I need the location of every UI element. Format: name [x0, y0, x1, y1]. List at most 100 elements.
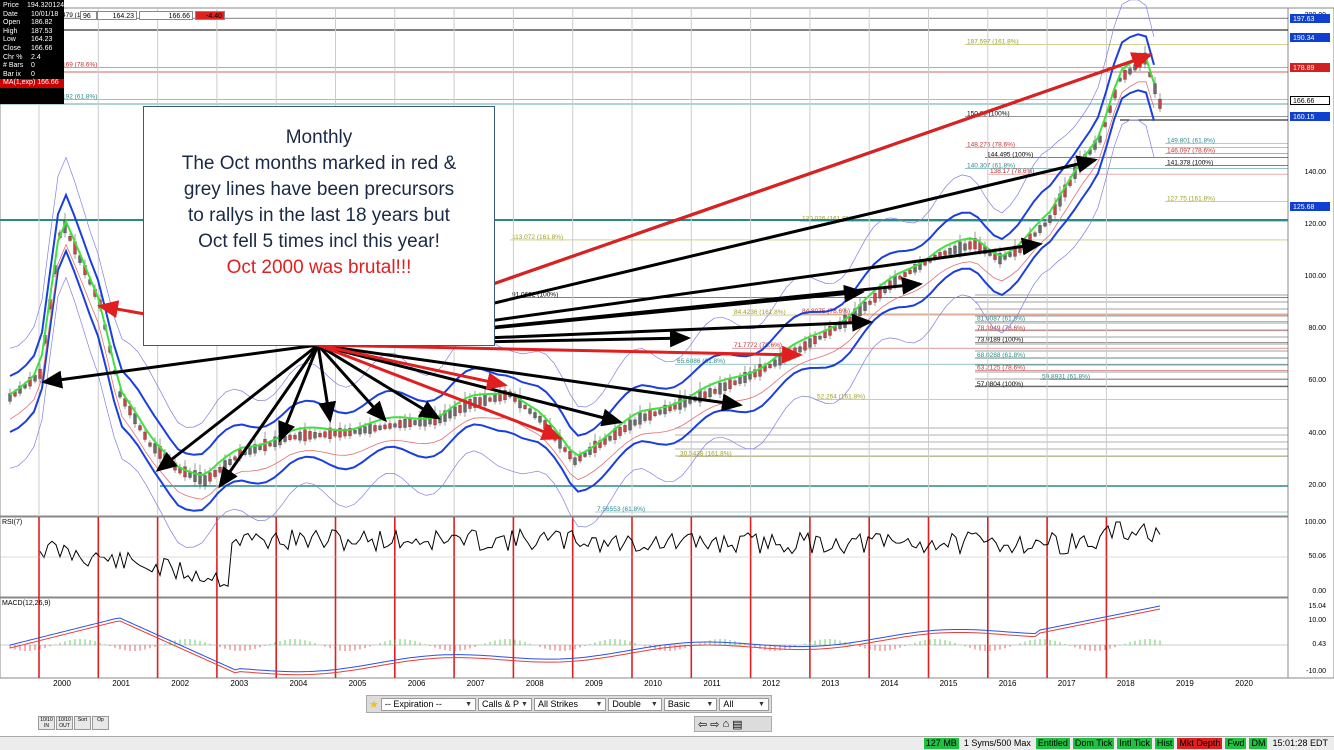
lower-band [9, 89, 1155, 512]
arrow-left-icon[interactable]: ⇦ [698, 718, 708, 731]
candle-body [213, 470, 217, 477]
info-key: Chr % [3, 53, 23, 61]
status-item: 127 MB [923, 738, 959, 749]
star-icon[interactable]: ★ [369, 698, 379, 711]
candle-body [273, 436, 277, 447]
candle-body [1038, 225, 1042, 233]
top-field-2[interactable]: 164.23 [97, 11, 137, 20]
candle-body [1033, 232, 1037, 237]
candle-body [1128, 68, 1132, 75]
candle-body [323, 431, 327, 438]
top-field-3[interactable]: 166.66 [139, 11, 193, 20]
price-tag: 178.89 [1290, 63, 1330, 72]
zoom-out-button[interactable]: 10/10 OUT [56, 716, 73, 730]
candle-body [753, 369, 757, 378]
candle-body [473, 397, 477, 408]
candle-body [958, 241, 962, 254]
price-tag: 160.15 [1290, 112, 1330, 121]
x-tick-label: 2017 [1057, 679, 1076, 688]
sort-button[interactable]: Sort [74, 716, 91, 730]
candle-body [1028, 233, 1032, 244]
candle-body [643, 413, 647, 421]
candle-body [743, 372, 747, 383]
info-value: 166.66 [31, 44, 53, 52]
zoom-in-button[interactable]: 10/10 IN [38, 716, 55, 730]
candle-body [198, 472, 202, 485]
annotation-line-6: Oct 2000 was brutal!!! [226, 257, 412, 278]
x-tick-label: 2003 [230, 679, 249, 688]
rsi-tick-label: 0.00 [1312, 588, 1326, 595]
candle-body [288, 434, 292, 440]
status-item: Hist [1154, 738, 1175, 749]
candle-body [913, 264, 917, 273]
calls-puts-select[interactable]: Calls & P ▼ [478, 697, 532, 711]
fib-label: 146.097 (78.6%) [1167, 147, 1215, 154]
home-icon[interactable]: ⌂ [722, 718, 730, 730]
candle-body [503, 390, 507, 401]
x-tick-label: 2005 [348, 679, 367, 688]
candle-body [583, 452, 587, 457]
top-field-1[interactable]: 96 [80, 11, 97, 20]
info-value: 187.53 [31, 27, 53, 35]
candle-body [233, 456, 237, 461]
candle-body [738, 376, 742, 384]
candle-body [423, 414, 427, 427]
candle-body [868, 300, 872, 305]
candle-body [458, 405, 462, 413]
nav-toolbar: ⇦ ⇨ ⌂ ▤ [694, 716, 772, 732]
x-tick-label: 2004 [289, 679, 308, 688]
candle-body [393, 423, 397, 428]
candle-body [253, 444, 257, 454]
x-tick-label: 2010 [644, 679, 662, 688]
fib-label: 73.9189 (100%) [977, 337, 1023, 344]
black-arrow [317, 343, 743, 412]
candle-body [808, 338, 812, 348]
candle-body [618, 427, 622, 436]
clipboard-icon[interactable]: ▤ [732, 718, 743, 731]
candle-body [903, 272, 907, 277]
candle-body [183, 466, 187, 478]
candle-body [373, 425, 377, 432]
candle-body [448, 409, 452, 419]
strikes-select[interactable]: All Strikes ▼ [533, 697, 607, 711]
expiration-select[interactable]: -- Expiration -- ▼ [380, 697, 477, 711]
info-value: 194.320124 [27, 2, 64, 9]
y-tick-label: 20.00 [1308, 481, 1326, 489]
fib-label: 84.4236 (161.8%) [734, 309, 786, 316]
candle-body [443, 410, 447, 422]
fib-label: 479 (100%) [62, 12, 96, 19]
candle-body [1158, 98, 1162, 109]
info-key: # Bars [3, 62, 24, 70]
macd-tick-label: -10.00 [1306, 668, 1326, 675]
double-select[interactable]: Double ▼ [608, 697, 662, 711]
fib-label: 138.17 (78.6%) [990, 168, 1034, 175]
options-button[interactable]: Op [92, 716, 109, 730]
candle-body [703, 391, 707, 399]
trend-line [9, 56, 1155, 477]
x-tick-label: 2006 [407, 679, 426, 688]
rsi-line [39, 521, 1161, 588]
candle-body [1008, 252, 1012, 257]
basic-select[interactable]: Basic ▼ [663, 697, 718, 711]
x-tick-label: 2011 [703, 679, 721, 688]
candle-body [973, 238, 977, 250]
info-key: Price [3, 2, 19, 9]
chevron-down-icon: ▼ [595, 700, 603, 708]
annotation-line-2: The Oct months marked in red & [181, 153, 457, 174]
candle-body [888, 280, 892, 290]
outer-band [9, 119, 1155, 548]
candle-body [1133, 64, 1137, 71]
option-chain-toolbar: ★ -- Expiration -- ▼ Calls & P ▼ All Strik… [366, 695, 772, 713]
candle-body [878, 288, 882, 299]
info-key: Open [3, 19, 21, 27]
x-tick-label: 2016 [998, 679, 1017, 688]
candle-body [718, 382, 722, 395]
info-key: Close [3, 44, 21, 52]
arrow-right-icon[interactable]: ⇨ [710, 718, 720, 731]
candle-body [1013, 245, 1017, 257]
all-select[interactable]: All ▼ [719, 697, 769, 711]
annotation-line-5: Oct fell 5 times incl this year! [198, 231, 440, 252]
x-tick-label: 2002 [171, 679, 190, 688]
y-tick-label: 40.00 [1308, 429, 1326, 437]
